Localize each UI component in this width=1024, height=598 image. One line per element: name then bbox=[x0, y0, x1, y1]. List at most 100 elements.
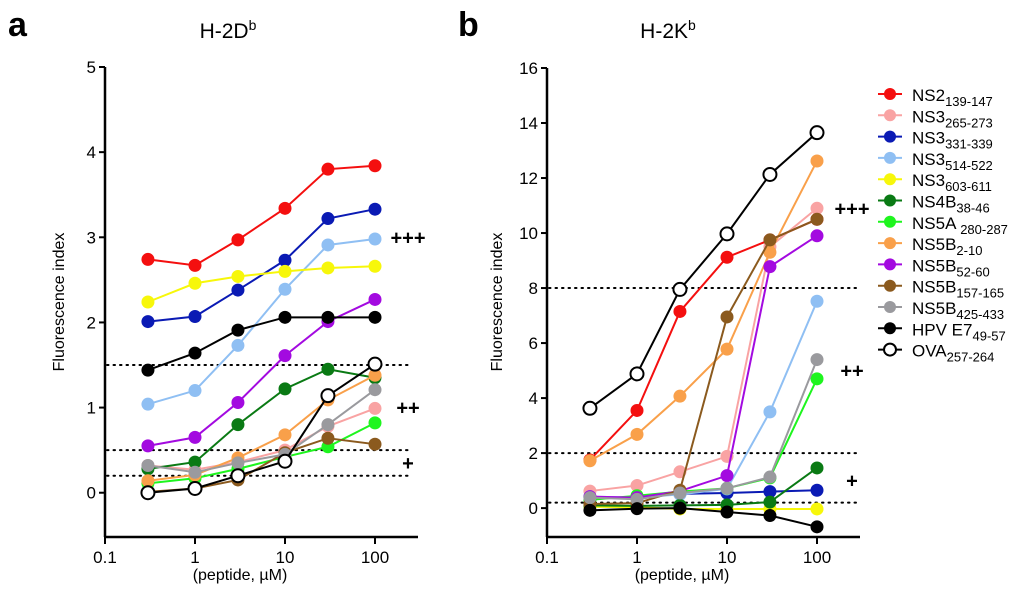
data-point bbox=[278, 282, 292, 296]
significance-annotation: ++ bbox=[840, 361, 863, 383]
legend-item: NS5B157-165 bbox=[878, 278, 1004, 301]
data-point bbox=[810, 461, 824, 475]
series-group bbox=[140, 159, 383, 501]
data-point bbox=[188, 258, 202, 272]
legend-item: NS3331-339 bbox=[878, 129, 993, 152]
data-point bbox=[720, 250, 734, 264]
series-group bbox=[582, 125, 825, 534]
data-point bbox=[278, 201, 292, 215]
data-point bbox=[762, 166, 778, 182]
data-point bbox=[368, 310, 382, 324]
legend-item: NS5A 280-287 bbox=[878, 214, 1008, 237]
data-point bbox=[141, 474, 155, 488]
legend-item: OVA257-264 bbox=[878, 342, 994, 365]
legend-marker bbox=[884, 322, 896, 335]
data-point bbox=[188, 465, 202, 479]
data-point bbox=[231, 323, 245, 337]
series-line bbox=[147, 388, 376, 474]
legend-marker bbox=[884, 88, 896, 100]
legend-marker bbox=[884, 279, 896, 292]
y-tick-label: 5 bbox=[87, 58, 96, 77]
legend-label: NS3514-522 bbox=[912, 150, 993, 173]
data-point bbox=[763, 233, 777, 247]
legend-item: NS4B38-46 bbox=[878, 193, 990, 216]
series-line bbox=[589, 507, 818, 528]
y-tick-label: 8 bbox=[529, 279, 538, 298]
data-point bbox=[188, 346, 202, 360]
legend-label: NS3331-339 bbox=[912, 129, 993, 152]
data-point bbox=[368, 159, 382, 173]
series-ns3-603-611 bbox=[141, 259, 382, 309]
data-point bbox=[583, 454, 597, 468]
legend-item: HPV E749-57 bbox=[878, 320, 1006, 343]
y-tick-label: 4 bbox=[87, 143, 96, 162]
data-point bbox=[187, 480, 203, 496]
panel-b-title: H-2Kb bbox=[640, 17, 696, 43]
data-point bbox=[763, 485, 777, 499]
data-point bbox=[809, 125, 825, 141]
x-tick-label: 1 bbox=[190, 548, 199, 567]
data-point bbox=[140, 485, 156, 501]
legend-item: NS2139-147 bbox=[878, 86, 993, 109]
series-line bbox=[147, 238, 376, 406]
data-point bbox=[141, 458, 155, 472]
data-point bbox=[188, 276, 202, 290]
significance-annotation: ++ bbox=[396, 398, 419, 420]
data-point bbox=[810, 201, 824, 215]
data-point bbox=[368, 383, 382, 397]
y-tick-label: 12 bbox=[519, 169, 538, 188]
significance-annotation: + bbox=[402, 453, 414, 475]
data-point bbox=[810, 483, 824, 497]
data-point bbox=[720, 481, 734, 495]
series-ns5b-425-433 bbox=[141, 383, 382, 479]
significance-annotation: +++ bbox=[390, 227, 425, 249]
series-line bbox=[147, 368, 376, 470]
x-tick-label: 0.1 bbox=[535, 548, 559, 567]
series-line bbox=[589, 131, 818, 410]
panel-a-title-sup: b bbox=[249, 17, 257, 33]
data-point bbox=[810, 372, 824, 386]
panel-a-ylabel: Fluorescence index bbox=[51, 233, 68, 372]
panel-letter-b: b bbox=[458, 6, 479, 44]
data-point bbox=[141, 252, 155, 266]
panel-b-title-main: H-2K bbox=[640, 20, 688, 43]
data-point bbox=[231, 456, 245, 470]
y-tick-label: 4 bbox=[529, 389, 538, 408]
panel-a-title-main: H-2D bbox=[200, 20, 249, 43]
y-tick-label: 16 bbox=[519, 59, 538, 78]
legend-label: NS5A 280-287 bbox=[912, 214, 1008, 237]
data-point bbox=[368, 232, 382, 246]
series-line bbox=[589, 160, 818, 462]
data-point bbox=[673, 304, 687, 318]
legend-marker bbox=[883, 342, 897, 357]
panel-b-ylabel: Fluorescence index bbox=[489, 233, 506, 372]
data-point bbox=[720, 342, 734, 356]
legend-marker bbox=[884, 301, 896, 313]
data-point bbox=[810, 520, 824, 534]
series-ns5b-425-433 bbox=[583, 353, 824, 506]
y-tick-label: 2 bbox=[529, 444, 538, 463]
data-point bbox=[719, 226, 735, 242]
data-point bbox=[188, 384, 202, 398]
panel-a-title: H-2Db bbox=[200, 17, 257, 43]
data-point bbox=[763, 495, 777, 509]
legend-label: NS4B38-46 bbox=[912, 193, 990, 216]
data-point bbox=[367, 356, 383, 372]
series-ns5b-2-10 bbox=[583, 154, 824, 468]
data-point bbox=[278, 428, 292, 442]
series-hpv-e7-49-57 bbox=[141, 310, 382, 377]
y-tick-label: 0 bbox=[87, 484, 96, 503]
series-line bbox=[147, 316, 375, 372]
data-point bbox=[141, 315, 155, 329]
data-point bbox=[321, 431, 335, 445]
data-point bbox=[278, 264, 292, 278]
series-hpv-e7-49-57 bbox=[583, 501, 824, 534]
series-ns2-139-147 bbox=[583, 212, 824, 467]
legend-item: NS3603-611 bbox=[878, 171, 992, 194]
data-point bbox=[231, 418, 245, 432]
legend-label: OVA257-264 bbox=[912, 342, 994, 365]
y-tick-label: 2 bbox=[87, 313, 96, 332]
legend-label: NS3603-611 bbox=[912, 171, 992, 194]
panel-b-title-sup: b bbox=[688, 17, 696, 33]
series-ns3-331-339 bbox=[141, 202, 382, 329]
